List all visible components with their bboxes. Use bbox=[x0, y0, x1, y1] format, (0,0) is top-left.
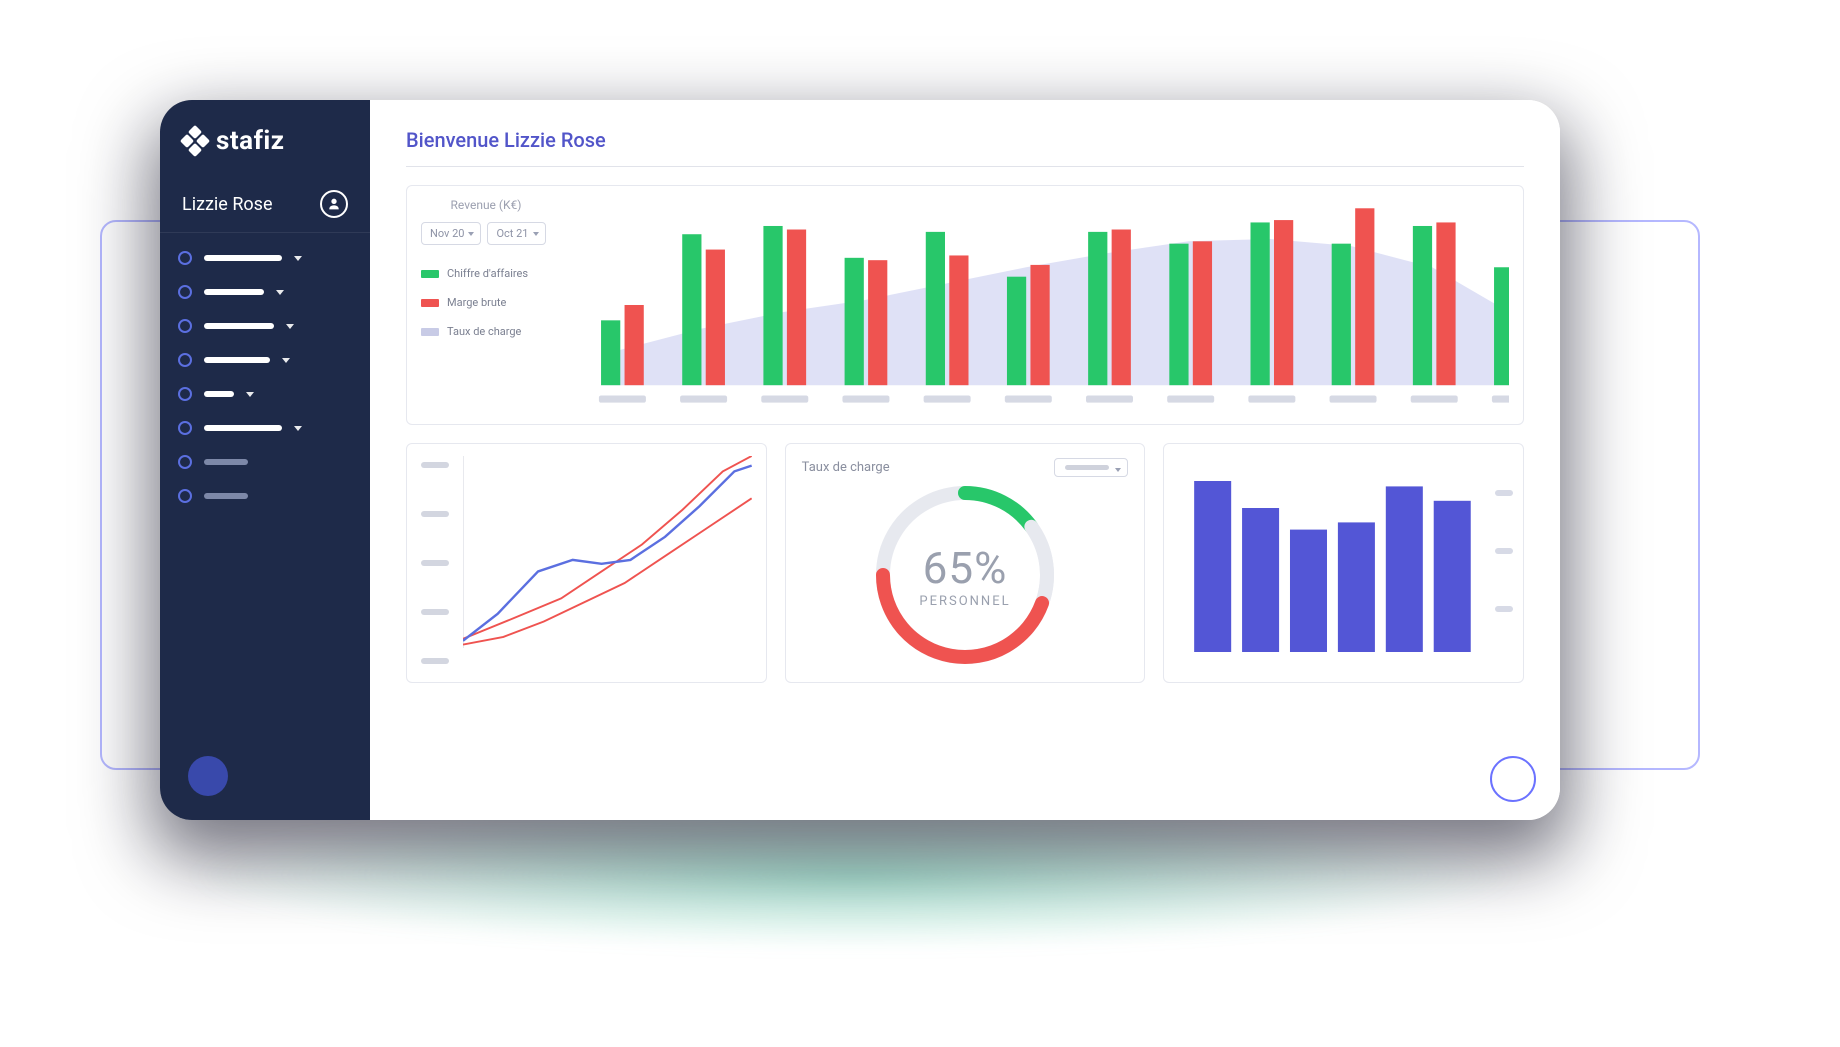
legend-swatch bbox=[421, 299, 439, 307]
legend-row: Chiffre d'affaires bbox=[421, 267, 551, 280]
bullet-icon bbox=[178, 319, 192, 333]
axis-tick bbox=[421, 609, 449, 615]
bullet-icon bbox=[178, 421, 192, 435]
chevron-down-icon bbox=[294, 426, 302, 431]
gauge-sublabel: PERSONNEL bbox=[919, 594, 1010, 609]
user-name: Lizzie Rose bbox=[182, 194, 273, 215]
axis-tick bbox=[1495, 548, 1513, 554]
revenue-legend: Revenue (K€) Nov 20 Oct 21 Chiffre d'aff… bbox=[421, 198, 551, 414]
home-indicator[interactable] bbox=[1490, 756, 1536, 802]
page-title: Bienvenue Lizzie Rose bbox=[406, 128, 1524, 167]
axis-tick bbox=[421, 658, 449, 664]
sidebar-item[interactable] bbox=[160, 445, 370, 479]
chevron-down-icon bbox=[286, 324, 294, 329]
axis-tick bbox=[1495, 606, 1513, 612]
bullet-icon bbox=[178, 353, 192, 367]
axis-tick bbox=[421, 511, 449, 517]
sidebar: stafiz Lizzie Rose bbox=[160, 100, 370, 820]
axis-tick bbox=[421, 560, 449, 566]
sidebar-item-label bbox=[204, 289, 264, 295]
date-to-select[interactable]: Oct 21 bbox=[487, 222, 545, 245]
sidebar-item[interactable] bbox=[160, 241, 370, 275]
bullet-icon bbox=[178, 455, 192, 469]
gauge-dropdown[interactable] bbox=[1054, 458, 1128, 477]
chevron-down-icon bbox=[276, 290, 284, 295]
bullet-icon bbox=[178, 251, 192, 265]
purple-bar-card bbox=[1163, 443, 1524, 683]
app-name: stafiz bbox=[216, 126, 284, 156]
chevron-down-icon bbox=[294, 256, 302, 261]
lines-chart-card bbox=[406, 443, 767, 683]
chevron-down-icon bbox=[282, 358, 290, 363]
sidebar-item-label bbox=[204, 255, 282, 261]
sidebar-item-label bbox=[204, 459, 248, 465]
avatar-icon bbox=[320, 190, 348, 218]
sidebar-item-label bbox=[204, 357, 270, 363]
sidebar-item-label bbox=[204, 391, 234, 397]
legend-label: Taux de charge bbox=[447, 325, 521, 338]
chevron-down-icon bbox=[246, 392, 254, 397]
sidebar-item[interactable] bbox=[160, 411, 370, 445]
decorative-glow bbox=[180, 800, 1530, 950]
axis-tick bbox=[1495, 490, 1513, 496]
date-from-select[interactable]: Nov 20 bbox=[421, 222, 481, 245]
axis-tick bbox=[421, 462, 449, 468]
sidebar-nav bbox=[160, 233, 370, 756]
device-frame: stafiz Lizzie Rose Bienvenue Lizzie Rose… bbox=[160, 100, 1560, 820]
sidebar-item[interactable] bbox=[160, 377, 370, 411]
revenue-chart-card: Revenue (K€) Nov 20 Oct 21 Chiffre d'aff… bbox=[406, 185, 1524, 425]
gauge-card: Taux de charge 65% PERSONNEL bbox=[785, 443, 1146, 683]
legend-swatch bbox=[421, 328, 439, 336]
revenue-chart-plot bbox=[569, 198, 1509, 414]
main-content: Bienvenue Lizzie Rose Revenue (K€) Nov 2… bbox=[370, 100, 1560, 820]
gauge-percent: 65% bbox=[923, 542, 1008, 594]
sidebar-item[interactable] bbox=[160, 479, 370, 513]
legend-label: Marge brute bbox=[447, 296, 506, 309]
revenue-chart-title: Revenue (K€) bbox=[421, 198, 551, 212]
sidebar-action-dot[interactable] bbox=[188, 756, 228, 796]
legend-label: Chiffre d'affaires bbox=[447, 267, 528, 280]
gauge: 65% PERSONNEL bbox=[870, 480, 1060, 670]
sidebar-item-label bbox=[204, 425, 282, 431]
sidebar-item[interactable] bbox=[160, 343, 370, 377]
sidebar-item[interactable] bbox=[160, 275, 370, 309]
legend-row: Taux de charge bbox=[421, 325, 551, 338]
app-logo: stafiz bbox=[160, 100, 370, 166]
bullet-icon bbox=[178, 387, 192, 401]
bottom-row: Taux de charge 65% PERSONNEL bbox=[406, 443, 1524, 683]
sidebar-item[interactable] bbox=[160, 309, 370, 343]
user-row[interactable]: Lizzie Rose bbox=[160, 166, 370, 233]
sidebar-item-label bbox=[204, 493, 248, 499]
legend-swatch bbox=[421, 270, 439, 278]
logo-icon bbox=[182, 128, 208, 154]
sidebar-item-label bbox=[204, 323, 274, 329]
bullet-icon bbox=[178, 285, 192, 299]
legend-row: Marge brute bbox=[421, 296, 551, 309]
bullet-icon bbox=[178, 489, 192, 503]
gauge-title: Taux de charge bbox=[802, 460, 890, 475]
